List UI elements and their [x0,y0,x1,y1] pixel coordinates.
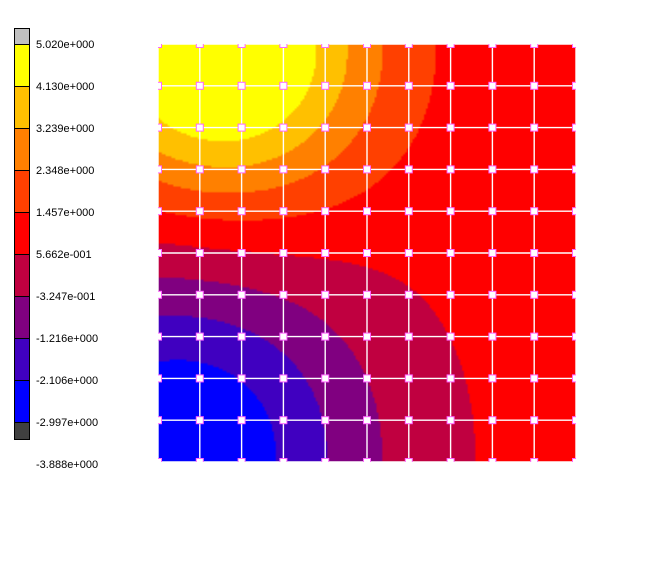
legend-band [14,45,30,87]
legend-label: 4.130e+000 [36,81,94,93]
legend-band [14,381,30,423]
legend-label: -2.106e+000 [36,375,98,387]
legend-band [14,129,30,171]
legend-label: 5.662e-001 [36,249,92,261]
legend-colorbar [14,28,30,440]
legend-label: 2.348e+000 [36,165,94,177]
legend-band [14,423,30,440]
legend-band [14,87,30,129]
legend-band [14,213,30,255]
legend-label: -2.997e+000 [36,417,98,429]
legend-band [14,171,30,213]
contour-plot-view: 5.020e+000 4.130e+000 3.239e+000 2.348e+000… [0,0,648,578]
legend-band [14,28,30,45]
legend-label: 5.020e+000 [36,39,94,51]
legend-label: 1.457e+000 [36,207,94,219]
legend-label: -3.888e+000 [36,459,98,471]
legend-label: -3.247e-001 [36,291,95,303]
contour-plot [158,44,576,462]
legend-band [14,297,30,339]
legend-band [14,255,30,297]
legend-band [14,339,30,381]
contour-field [158,44,576,462]
legend-label: 3.239e+000 [36,123,94,135]
legend-label: -1.216e+000 [36,333,98,345]
